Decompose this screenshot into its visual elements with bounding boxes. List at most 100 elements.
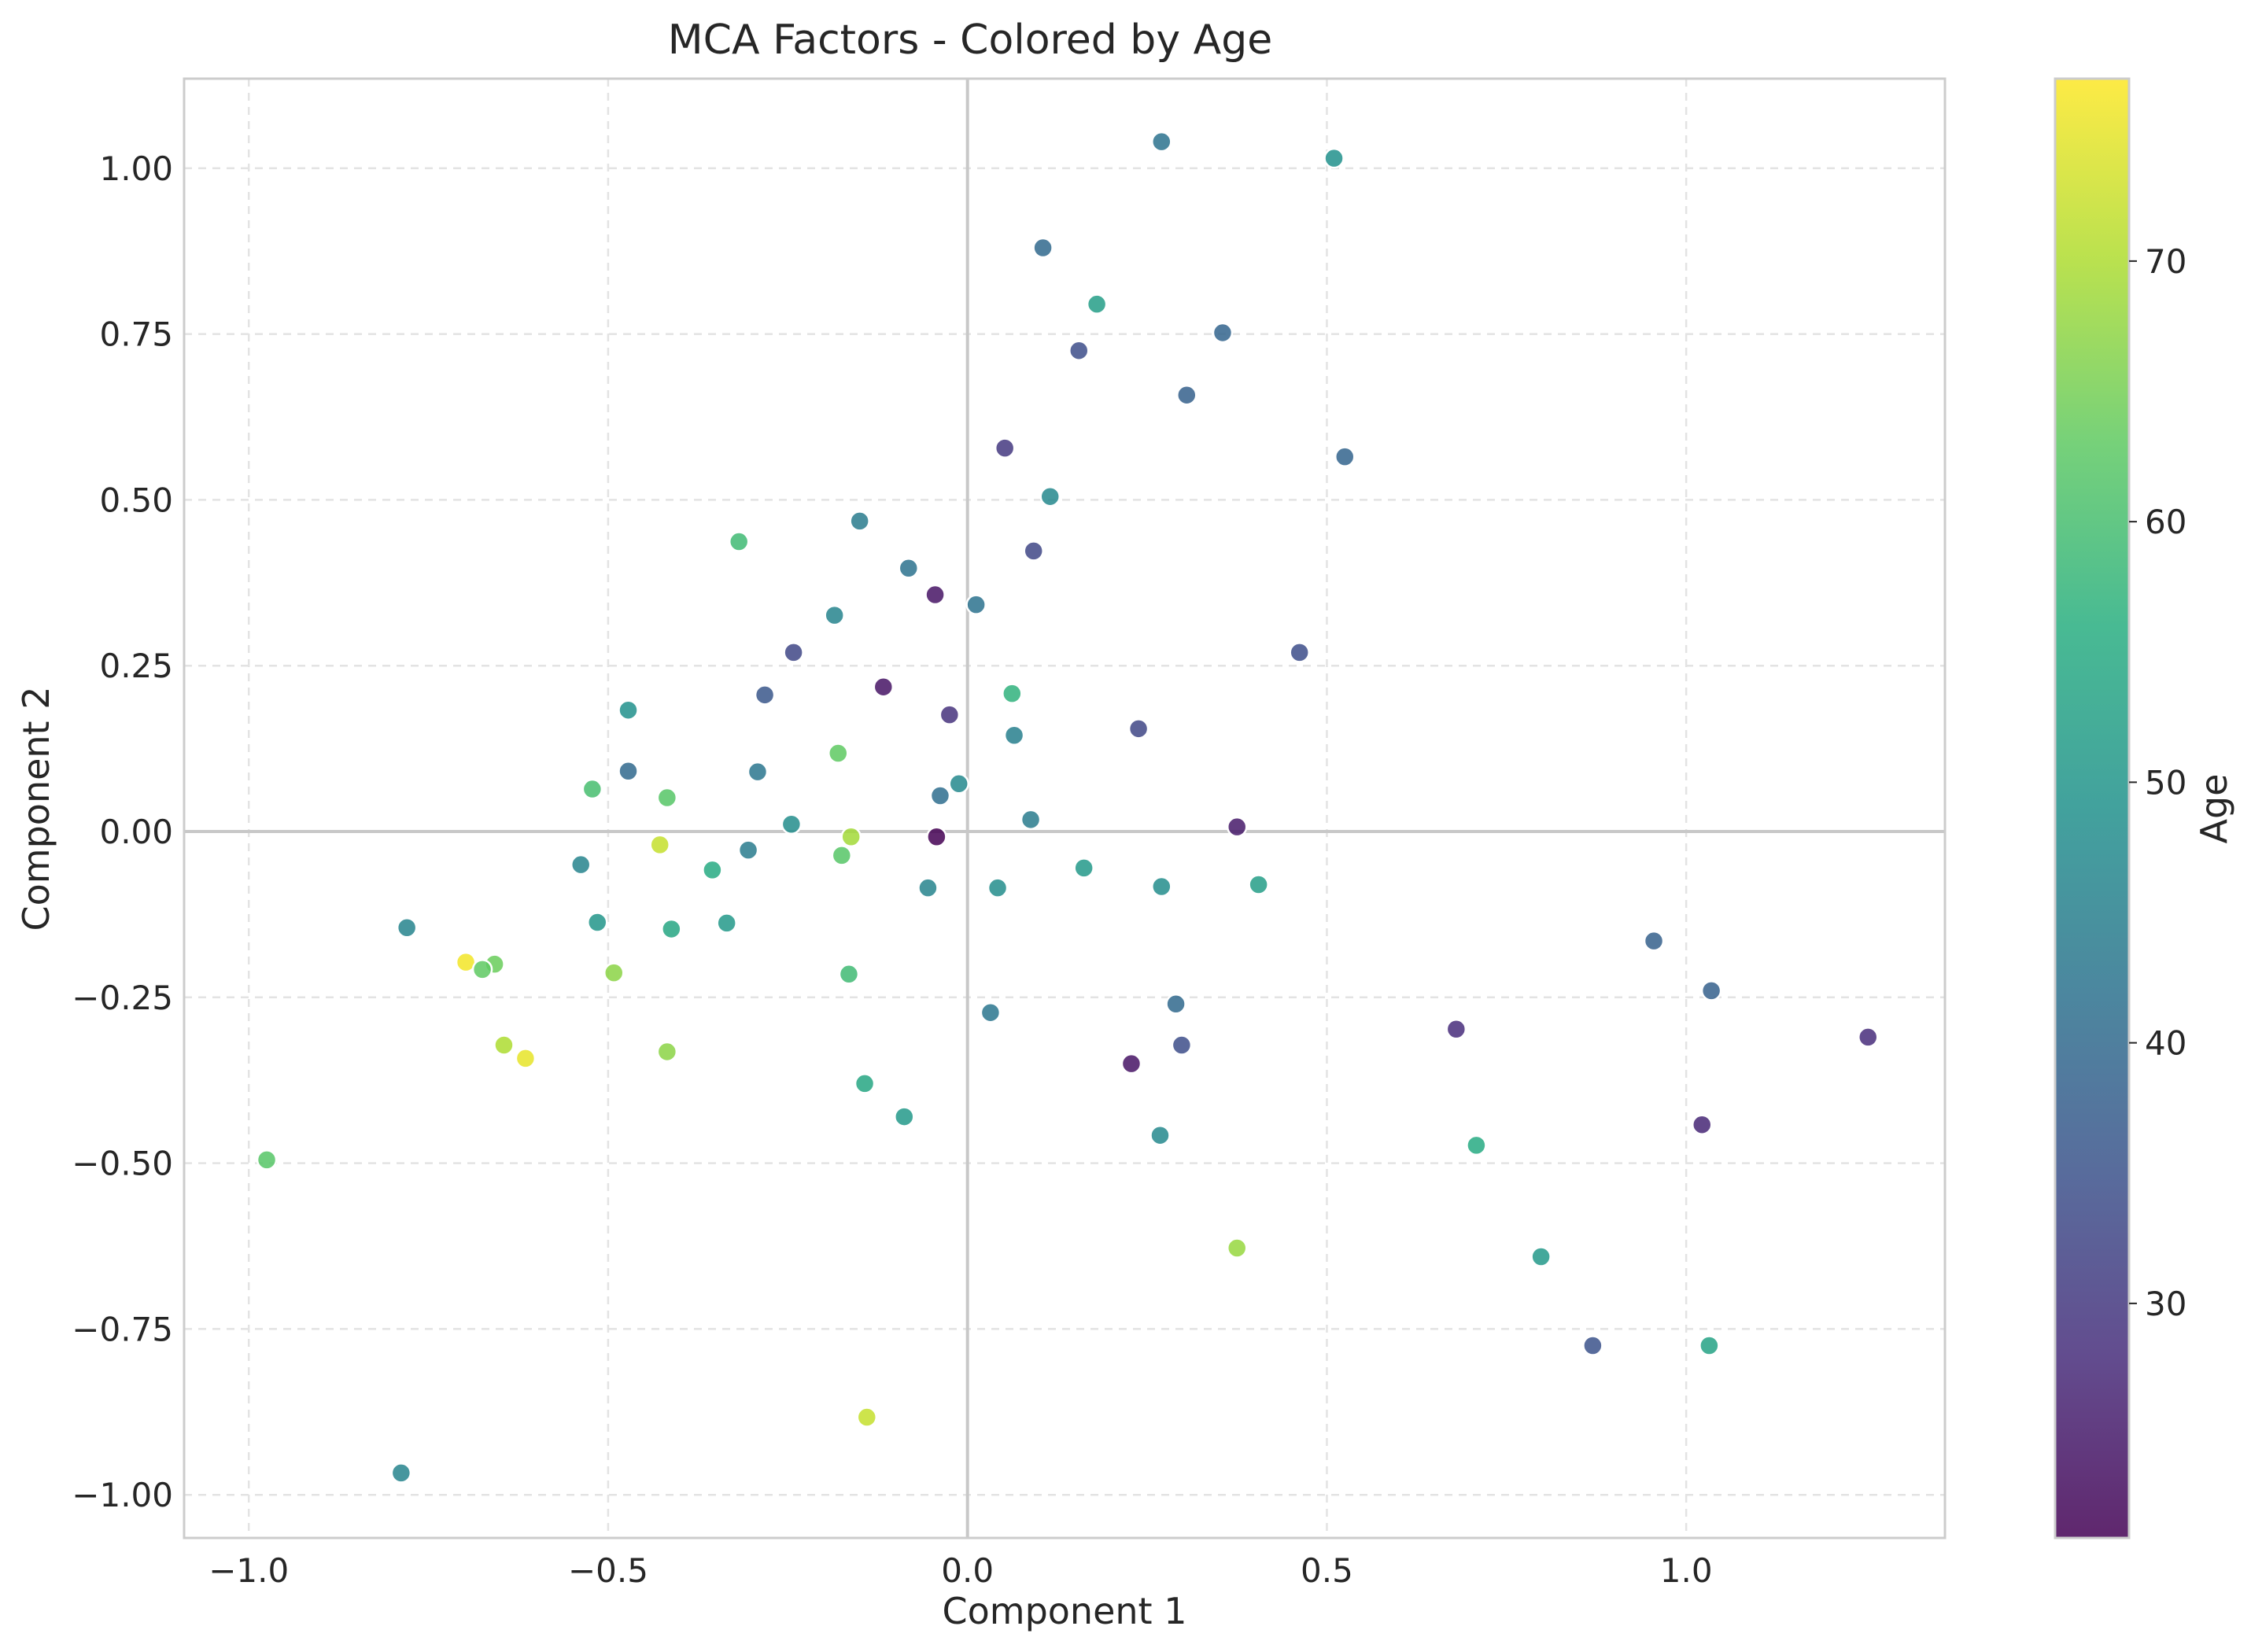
data-point: [1032, 237, 1054, 259]
plot-area: [183, 77, 1947, 1540]
colorbar-tick-label: 60: [2145, 503, 2186, 541]
data-point: [656, 787, 678, 809]
plot-background: [184, 79, 1945, 1538]
data-point: [1323, 147, 1345, 169]
x-tick-label: 0.0: [941, 1551, 994, 1590]
x-tick-labels: −1.0 −0.5 0.0 0.5 1.0: [208, 1551, 1712, 1590]
data-point: [929, 785, 951, 806]
data-point: [1445, 1019, 1467, 1040]
data-point: [1073, 857, 1094, 879]
data-point: [702, 859, 723, 881]
data-point: [926, 826, 947, 848]
colorbar-frame: [2054, 77, 2131, 1540]
colorbar-tick-label: 70: [2145, 242, 2186, 281]
data-point: [994, 437, 1016, 459]
data-point: [618, 699, 639, 721]
colorbar: 30 40 50 60 70 Age: [2054, 77, 2235, 1540]
data-point: [917, 877, 939, 898]
data-point: [780, 813, 803, 835]
data-point: [1127, 718, 1149, 739]
data-point: [586, 912, 608, 933]
data-point: [1165, 993, 1186, 1015]
data-point: [1699, 1335, 1720, 1356]
data-point: [581, 778, 603, 800]
data-point: [1643, 930, 1665, 952]
data-point: [924, 584, 946, 606]
data-point: [1039, 485, 1061, 507]
y-tick-label: −0.50: [72, 1145, 173, 1183]
data-point: [1151, 876, 1172, 898]
x-tick-label: −0.5: [568, 1551, 648, 1590]
data-point: [618, 761, 639, 782]
reference-lines: [184, 79, 1945, 1538]
data-points: [256, 131, 1879, 1484]
data-point: [1176, 384, 1197, 406]
data-point: [737, 839, 759, 861]
data-point: [1120, 1053, 1142, 1075]
data-point: [649, 834, 670, 856]
data-point: [754, 684, 776, 706]
data-point: [1086, 293, 1108, 315]
data-point: [1151, 131, 1172, 153]
data-point: [831, 845, 853, 866]
data-point: [898, 558, 920, 579]
data-point: [824, 604, 845, 626]
data-point: [1023, 540, 1044, 562]
data-point: [396, 917, 418, 938]
colorbar-tick-label: 30: [2145, 1285, 2186, 1323]
x-tick-label: −1.0: [208, 1551, 289, 1590]
grid-lines: [184, 79, 1945, 1538]
data-point: [1289, 642, 1310, 663]
data-point: [1002, 683, 1023, 704]
data-point: [873, 676, 895, 698]
colorbar-label: Age: [2193, 774, 2235, 844]
data-point: [661, 918, 682, 940]
x-axis-label: Component 1: [943, 1590, 1187, 1632]
colorbar-gradient: [2055, 79, 2129, 1538]
data-point: [1700, 980, 1722, 1001]
data-point: [256, 1149, 278, 1171]
data-point: [1020, 809, 1042, 831]
data-point: [1858, 1027, 1879, 1048]
data-point: [471, 959, 493, 980]
data-point: [1068, 340, 1090, 361]
data-point: [747, 761, 769, 783]
data-point: [656, 1041, 678, 1063]
plot-frame: [183, 77, 1947, 1540]
data-point: [894, 1106, 915, 1127]
data-point: [939, 704, 961, 725]
data-point: [1003, 725, 1025, 746]
y-axis-label: Component 2: [15, 687, 57, 931]
data-point: [783, 642, 804, 663]
data-point: [603, 962, 625, 983]
data-point: [1171, 1034, 1193, 1056]
data-point: [840, 826, 862, 848]
colorbar-ticks: 30 40 50 60 70: [2129, 242, 2186, 1323]
data-point: [1248, 874, 1269, 895]
y-tick-label: 1.00: [99, 149, 173, 188]
data-point: [728, 531, 750, 552]
data-point: [948, 773, 969, 795]
data-point: [965, 594, 987, 615]
y-tick-label: 0.50: [99, 481, 173, 519]
colorbar-tick-label: 40: [2145, 1024, 2186, 1063]
y-tick-labels: −1.00 −0.75 −0.50 −0.25 0.00 0.25 0.50 0.75 1.00: [72, 149, 173, 1514]
data-point: [1226, 816, 1248, 838]
data-point: [987, 877, 1009, 898]
data-point: [570, 854, 592, 876]
data-point: [1149, 1124, 1171, 1146]
data-point: [1212, 322, 1234, 344]
data-point: [1691, 1114, 1713, 1135]
data-point: [1530, 1246, 1552, 1267]
data-point: [1582, 1335, 1603, 1356]
data-point: [849, 511, 870, 532]
x-tick-label: 1.0: [1660, 1551, 1713, 1590]
x-tick-label: 0.5: [1301, 1551, 1353, 1590]
data-point: [390, 1462, 412, 1484]
y-tick-label: −0.75: [72, 1310, 173, 1348]
y-tick-label: 0.25: [99, 647, 173, 685]
data-point: [493, 1034, 515, 1056]
y-tick-label: 0.75: [99, 315, 173, 354]
data-point: [1466, 1134, 1487, 1156]
